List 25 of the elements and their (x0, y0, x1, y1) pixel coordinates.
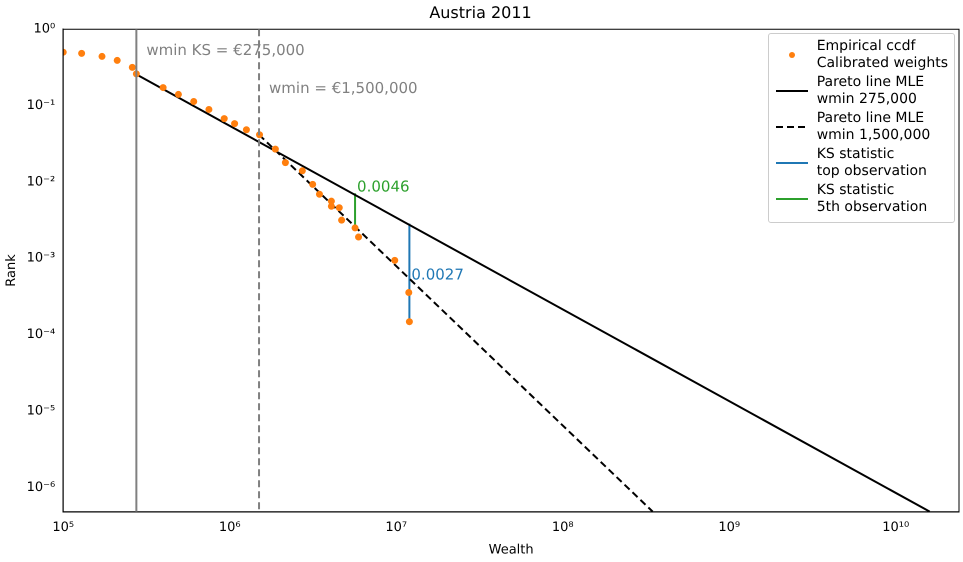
ref-line-label: wmin KS = €275,000 (146, 41, 305, 60)
y-tick-label: 10⁻¹ (26, 98, 56, 113)
x-tick-label: 10¹⁰ (882, 520, 910, 535)
legend-label: Empirical ccdf Calibrated weights (816, 38, 948, 72)
y-tick-label: 10⁻² (26, 174, 56, 190)
y-tick-label: 10⁻⁵ (26, 403, 56, 418)
x-tick-label: 10⁸ (552, 520, 574, 535)
y-tick-label: 10⁻⁴ (26, 327, 56, 342)
x-tick-label: 10⁷ (385, 520, 408, 535)
ref-line-label: wmin = €1,500,000 (269, 79, 418, 98)
legend-label: KS statistic 5th observation (816, 182, 928, 216)
y-tick-label: 10⁰ (33, 22, 56, 37)
x-tick-label: 10⁶ (218, 520, 241, 535)
y-axis-title: Rank (4, 254, 20, 287)
annotation: 0.0027 (411, 266, 464, 284)
chart-title: Austria 2011 (429, 2, 532, 22)
legend-label: KS statistic top observation (816, 146, 927, 180)
x-tick-label: 10⁵ (52, 520, 74, 535)
legend-label: Pareto line MLE wmin 275,000 (816, 74, 924, 108)
x-axis-title: Wealth (488, 542, 534, 558)
y-tick-label: 10⁻³ (26, 250, 56, 266)
y-tick-label: 10⁻⁶ (26, 480, 56, 495)
legend-label: Pareto line MLE wmin 1,500,000 (816, 110, 930, 144)
x-tick-label: 10⁹ (718, 520, 740, 535)
annotation: 0.0046 (357, 178, 410, 196)
